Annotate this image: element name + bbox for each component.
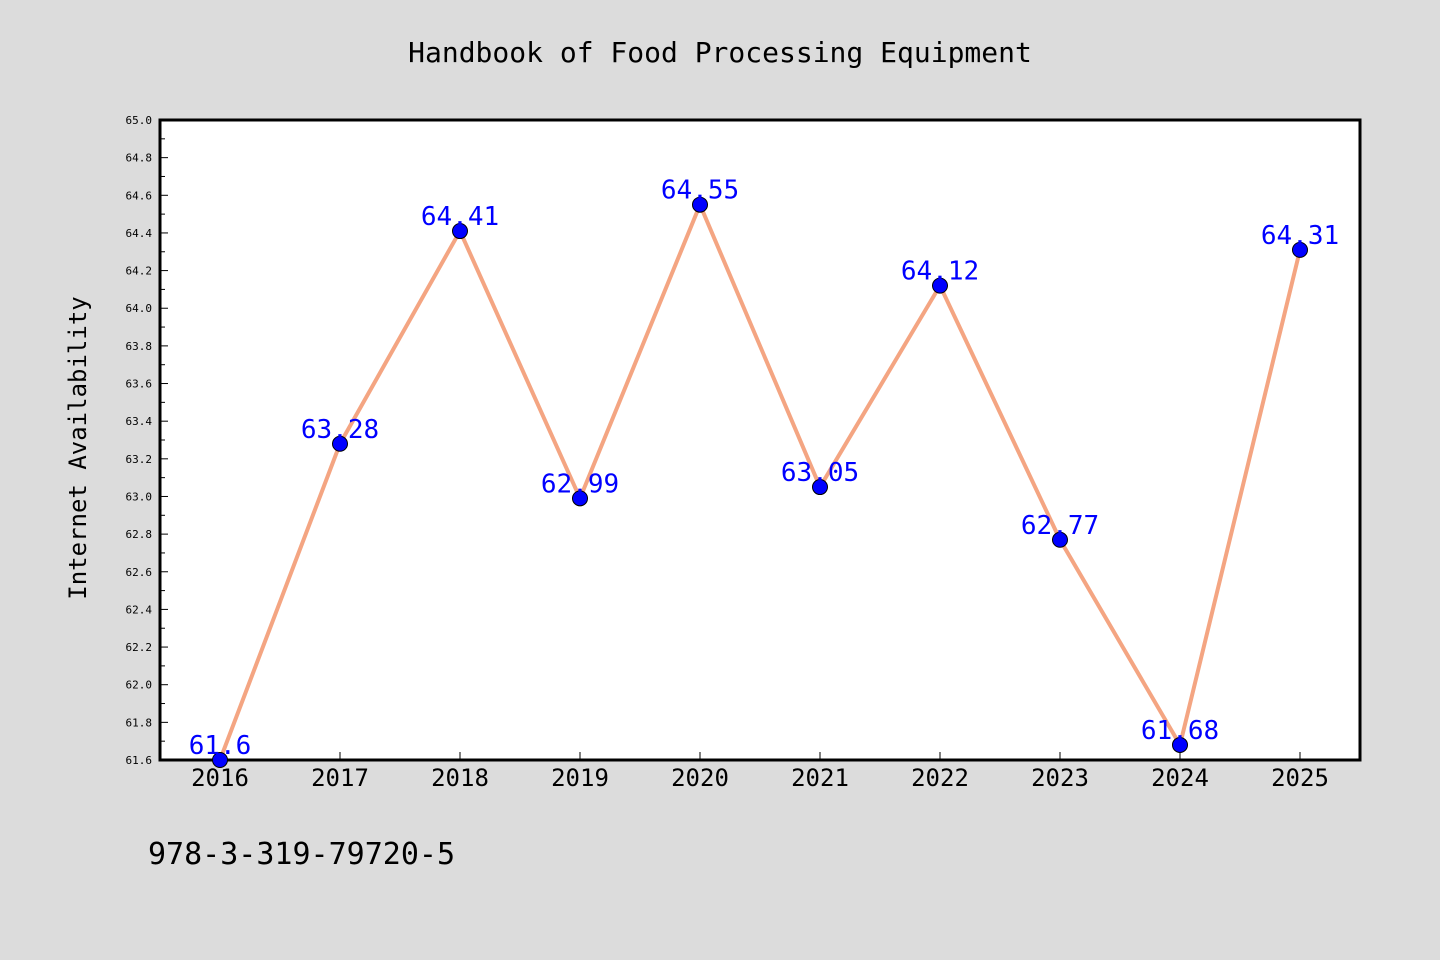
y-axis: 61.6 61.8 62.0 62.2 62.4 62.6 62.8 63.0 63.2 63.4… xyxy=(126,114,168,767)
y-tick-label: 63.2 xyxy=(126,453,153,466)
data-label: 61.6 xyxy=(189,731,252,761)
y-tick-label: 63.4 xyxy=(126,415,153,428)
data-label: 62.99 xyxy=(541,469,619,499)
y-tick-label: 64.4 xyxy=(126,227,153,240)
x-tick-label: 2017 xyxy=(311,764,369,792)
x-tick-label: 2025 xyxy=(1271,764,1329,792)
data-point xyxy=(1292,241,1308,258)
data-point xyxy=(212,752,228,768)
data-label: 63.05 xyxy=(781,458,859,488)
series-group xyxy=(212,196,1308,768)
y-tick-label: 62.6 xyxy=(126,566,153,579)
y-axis-label: Internet Availability xyxy=(64,296,92,599)
data-label: 62.77 xyxy=(1021,511,1099,541)
y-tick-label: 64.0 xyxy=(126,302,153,315)
data-point xyxy=(452,223,468,240)
series-line xyxy=(218,199,1302,761)
x-tick-label: 2023 xyxy=(1031,764,1089,792)
x-tick-label: 2018 xyxy=(431,764,489,792)
x-tick-label: 2020 xyxy=(671,764,729,792)
data-point xyxy=(1172,736,1188,753)
data-labels: 61.6 63.28 64.41 62.99 64.55 63.05 64.12 62.77 6… xyxy=(189,176,1339,761)
data-label: 64.55 xyxy=(661,176,739,206)
y-tick-label: 62.4 xyxy=(126,603,153,616)
y-tick-label: 64.8 xyxy=(126,152,153,165)
data-point xyxy=(1052,531,1068,548)
data-label: 64.31 xyxy=(1261,221,1339,251)
data-label: 63.28 xyxy=(301,415,379,445)
y-tick-label: 62.8 xyxy=(126,528,153,541)
x-tick-label: 2022 xyxy=(911,764,969,792)
y-tick-label: 65.0 xyxy=(126,114,153,127)
data-point xyxy=(572,490,588,507)
x-tick-label: 2021 xyxy=(791,764,849,792)
data-point xyxy=(692,196,708,213)
data-label: 64.41 xyxy=(421,202,499,232)
y-tick-label: 62.2 xyxy=(126,641,153,654)
y-tick-label: 63.0 xyxy=(126,490,153,503)
y-tick-label: 61.8 xyxy=(126,716,153,729)
chart-title: Handbook of Food Processing Equipment xyxy=(408,36,1032,69)
data-point xyxy=(812,479,828,496)
x-axis: 2016 2017 2018 2019 2020 2021 2022 2023 2024 2025 xyxy=(191,752,1329,792)
y-tick-label: 63.6 xyxy=(126,378,153,391)
y-tick-label: 64.2 xyxy=(126,265,153,278)
data-label: 64.12 xyxy=(901,257,979,287)
x-tick-label: 2024 xyxy=(1151,764,1209,792)
x-tick-label: 2016 xyxy=(191,764,249,792)
data-label: 61.68 xyxy=(1141,716,1219,746)
isbn-annotation: 978-3-319-79720-5 xyxy=(148,837,455,872)
plot-area xyxy=(158,118,1362,762)
x-tick-label: 2019 xyxy=(551,764,609,792)
data-point xyxy=(932,277,948,294)
y-tick-label: 63.8 xyxy=(126,340,153,353)
y-tick-label: 61.6 xyxy=(126,754,153,767)
data-point xyxy=(332,435,348,452)
y-tick-label: 64.6 xyxy=(126,189,153,202)
y-tick-label: 62.0 xyxy=(126,679,153,692)
